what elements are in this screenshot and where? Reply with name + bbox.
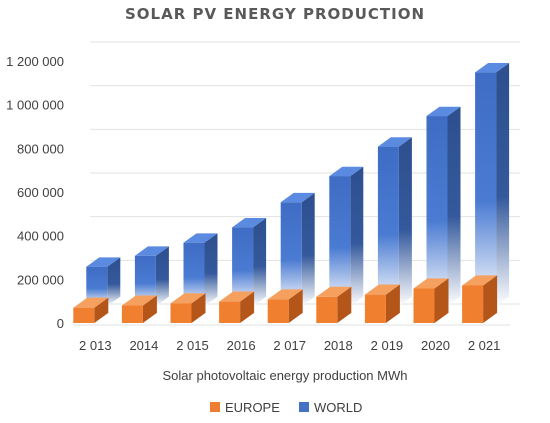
chart-title: SOLAR PV ENERGY PRODUCTION bbox=[125, 5, 425, 23]
bar-europe-2021 bbox=[462, 275, 498, 323]
legend: EUROPE WORLD bbox=[210, 400, 362, 415]
bar-world-2015 bbox=[183, 233, 218, 306]
x-tick-label: 2014 bbox=[129, 338, 158, 353]
bar-europe-2016 bbox=[219, 291, 255, 323]
bar-world-2021 bbox=[475, 63, 510, 307]
bar-world-2018 bbox=[329, 166, 364, 306]
bar-world-2016 bbox=[232, 218, 267, 306]
x-tick-label: 2 015 bbox=[176, 338, 209, 353]
x-tick-label: 2020 bbox=[421, 338, 450, 353]
x-tick-label: 2 013 bbox=[79, 338, 112, 353]
y-tick-label: 600 000 bbox=[17, 185, 64, 200]
x-tick-label: 2018 bbox=[324, 338, 353, 353]
y-tick-label: 800 000 bbox=[17, 141, 64, 156]
legend-label-europe: EUROPE bbox=[225, 400, 280, 415]
x-axis-label: Solar photovoltaic energy production MWh bbox=[163, 368, 408, 383]
bar-world-2014 bbox=[134, 246, 169, 306]
y-tick-label: 400 000 bbox=[17, 229, 64, 244]
y-tick-label: 0 bbox=[57, 316, 64, 331]
legend-label-world: WORLD bbox=[314, 400, 362, 415]
bar-europe-2015 bbox=[170, 293, 206, 323]
bar-europe-2014 bbox=[121, 295, 157, 323]
bar-europe-2018 bbox=[316, 286, 352, 323]
x-tick-label: 2 021 bbox=[468, 338, 501, 353]
x-tick-label: 2016 bbox=[227, 338, 256, 353]
bar-world-2017 bbox=[280, 192, 315, 306]
legend-swatch-world bbox=[299, 402, 309, 412]
bar-europe-2013 bbox=[73, 297, 109, 323]
bar-world-2020 bbox=[426, 106, 461, 306]
bar-europe-2019 bbox=[364, 284, 400, 323]
x-tick-label: 2 019 bbox=[371, 338, 404, 353]
bar-world-2019 bbox=[377, 137, 412, 306]
x-tick-label: 2 017 bbox=[273, 338, 306, 353]
y-axis-ticks: 0 200 000 400 000 600 000 800 000 1 000 000 1 … bbox=[6, 54, 64, 331]
y-tick-label: 200 000 bbox=[17, 272, 64, 287]
bar-europe-2020 bbox=[413, 278, 449, 323]
legend-swatch-europe bbox=[210, 402, 220, 412]
bars bbox=[73, 63, 510, 323]
bar-europe-2017 bbox=[267, 289, 303, 323]
y-tick-label: 1 000 000 bbox=[6, 98, 64, 113]
bar-world-2013 bbox=[86, 257, 121, 306]
y-tick-label: 1 200 000 bbox=[6, 54, 64, 69]
x-axis-ticks: 2 013 2014 2 015 2016 2 017 2018 2 019 2020 2 02… bbox=[79, 338, 500, 353]
